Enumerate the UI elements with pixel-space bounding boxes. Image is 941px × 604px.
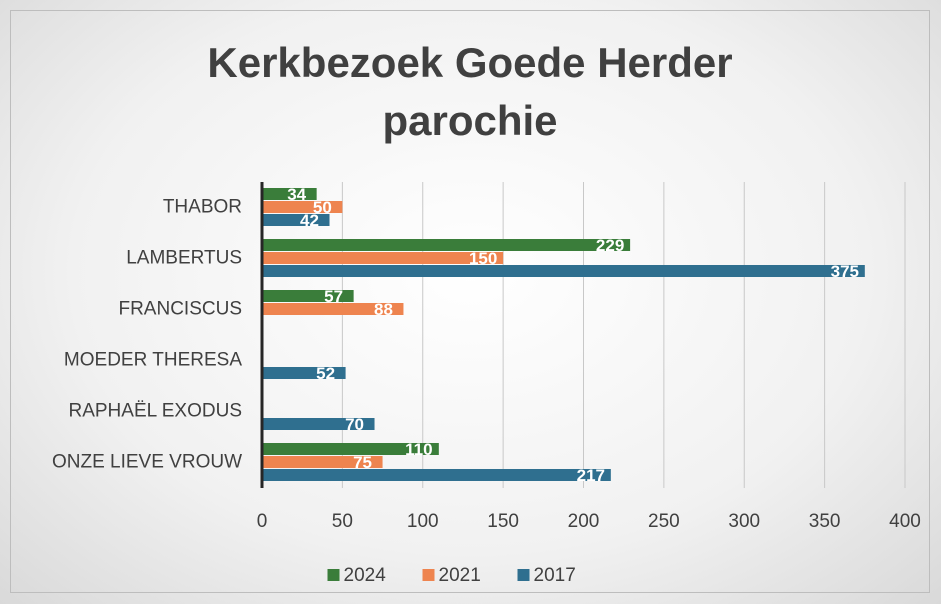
x-tick-label: 400: [889, 511, 921, 532]
x-tick-label: 150: [487, 511, 519, 532]
data-label: 52: [316, 364, 335, 383]
chart-frame: [10, 10, 930, 593]
y-tick-label: MOEDER THERESA: [64, 350, 242, 371]
data-label: 42: [300, 211, 319, 230]
bar: [262, 303, 404, 315]
x-tick-label: 350: [809, 511, 841, 532]
data-label: 57: [324, 287, 343, 306]
x-tick-label: 100: [407, 511, 439, 532]
legend-swatch: [327, 569, 340, 581]
x-tick-label: 300: [728, 511, 760, 532]
legend-label: 2021: [439, 565, 481, 586]
bar: [262, 214, 330, 226]
data-label: 34: [287, 185, 306, 204]
legend-swatch: [517, 569, 530, 581]
data-label: 75: [353, 453, 372, 472]
bar: [262, 418, 375, 430]
x-tick-label: 50: [332, 511, 353, 532]
chart-title: Kerkbezoek Goede Herder parochie: [207, 39, 733, 144]
bar: [262, 469, 611, 481]
bar: [262, 201, 343, 213]
data-label: 229: [596, 236, 624, 255]
bar: [262, 239, 631, 251]
data-label: 50: [313, 198, 332, 217]
bar: [262, 367, 346, 379]
legend-label: 2024: [344, 565, 387, 586]
data-label: 110: [405, 440, 432, 459]
y-tick-label: FRANCISCUS: [118, 299, 242, 320]
data-label: 88: [374, 300, 393, 319]
bar: [262, 252, 504, 264]
bar: [262, 443, 439, 455]
legend-swatch: [422, 569, 435, 581]
bar: [262, 290, 354, 302]
x-tick-label: 0: [257, 511, 268, 532]
data-label: 217: [577, 466, 605, 485]
y-tick-label: LAMBERTUS: [126, 248, 242, 269]
bar: [262, 188, 317, 200]
bar: [262, 265, 865, 277]
x-tick-label: 200: [568, 511, 600, 532]
data-label: 70: [345, 415, 364, 434]
x-tick-label: 250: [648, 511, 680, 532]
y-tick-label: ONZE LIEVE VROUW: [52, 452, 242, 473]
y-tick-label: RAPHAËL EXODUS: [68, 401, 242, 422]
bar: [262, 456, 383, 468]
data-label: 150: [469, 249, 497, 268]
legend-label: 2017: [534, 565, 576, 586]
data-label: 375: [831, 262, 859, 281]
y-tick-label: THABOR: [163, 197, 242, 218]
